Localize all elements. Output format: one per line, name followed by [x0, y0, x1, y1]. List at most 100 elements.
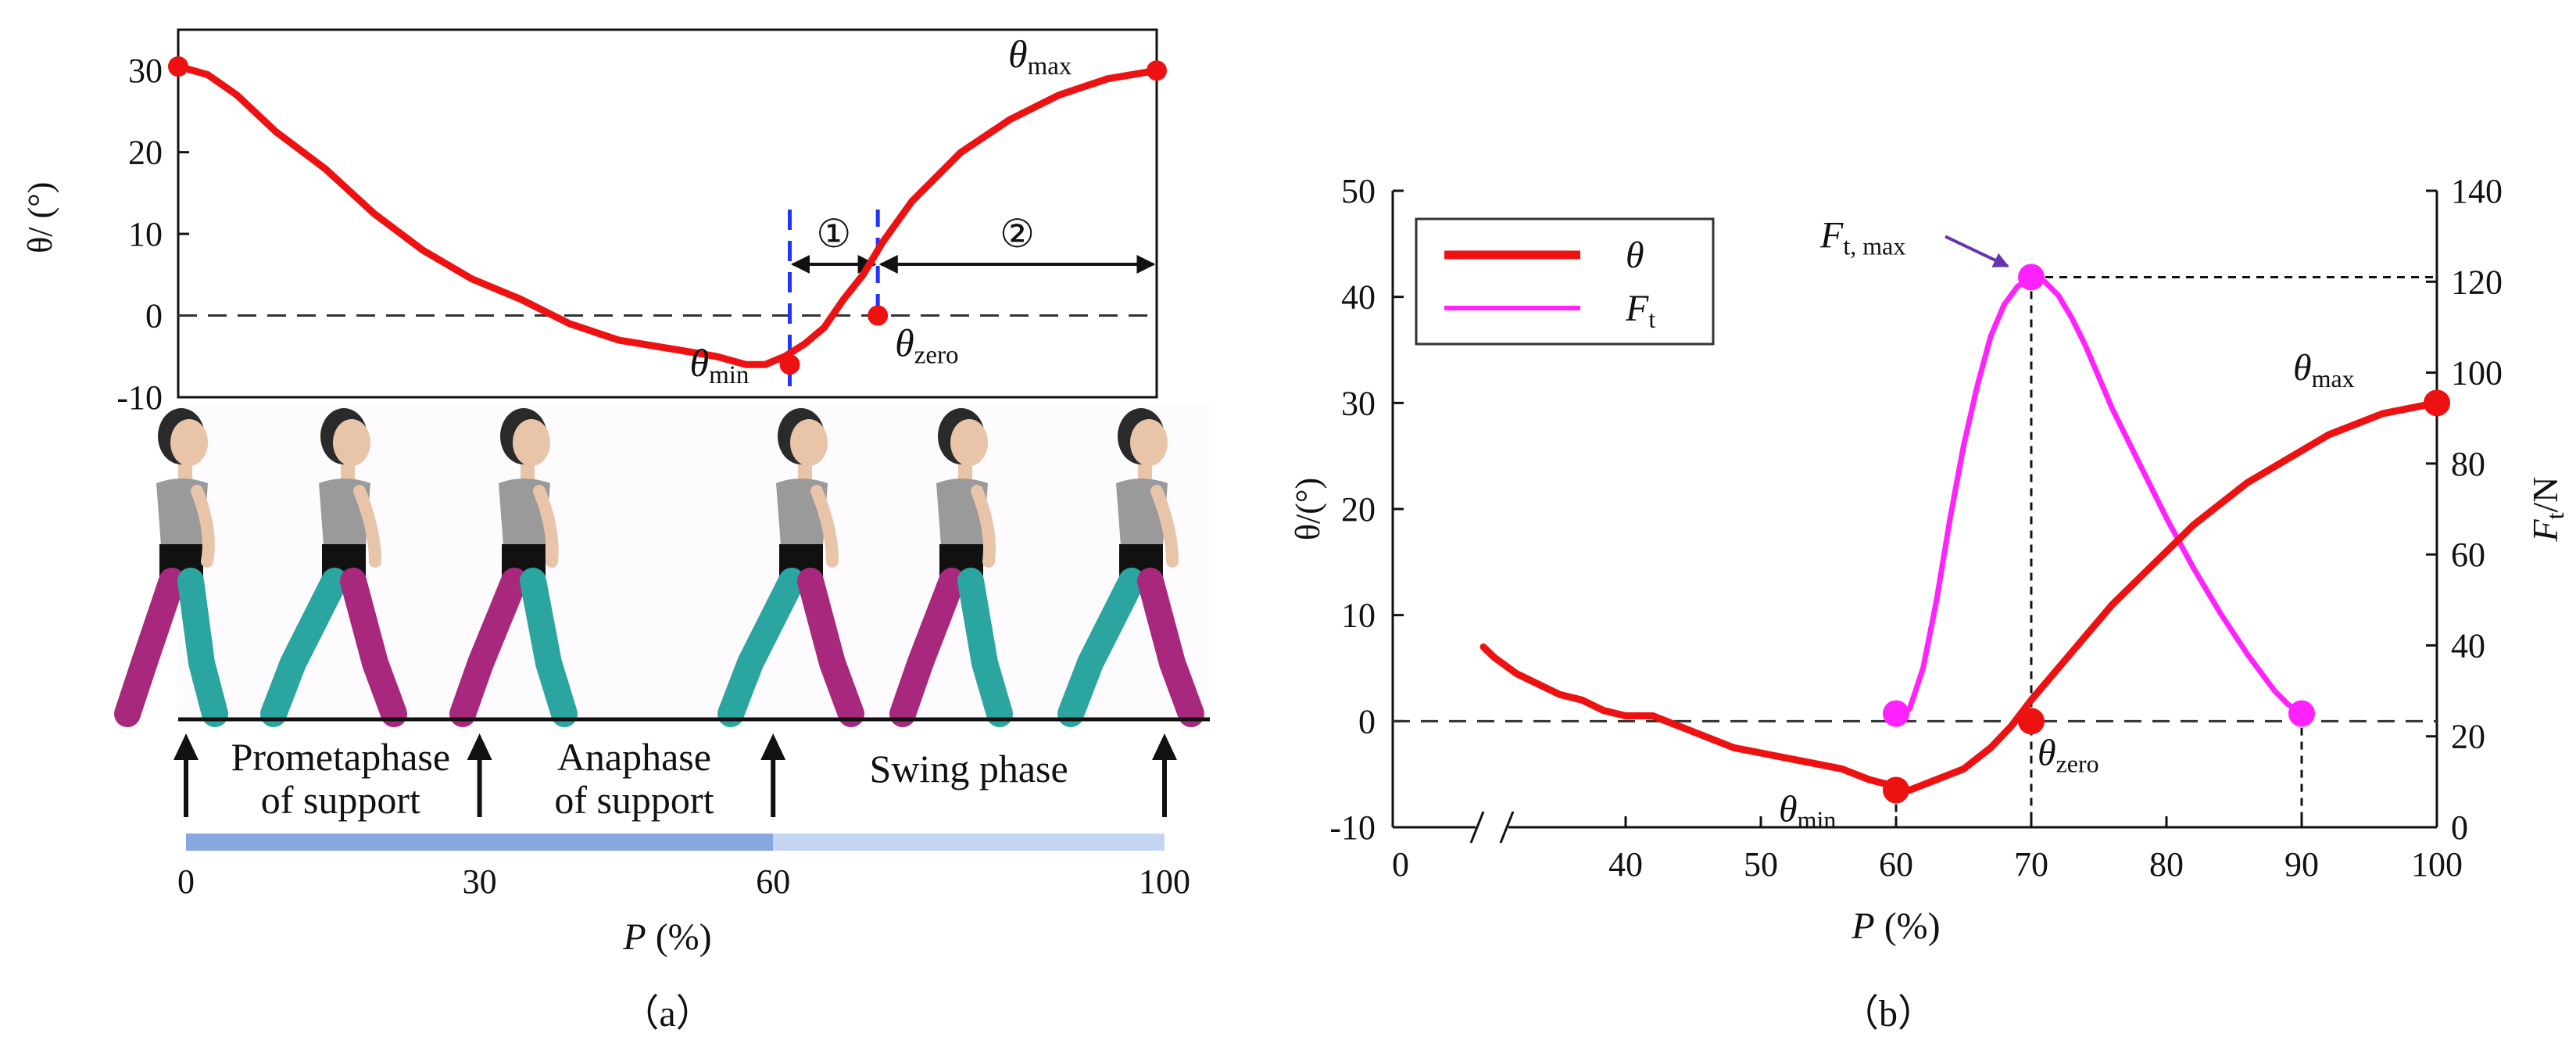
theta-curve-b	[1479, 399, 2441, 794]
theta-min-label-a-sub: min	[709, 361, 749, 389]
walker-figure	[889, 408, 1013, 727]
phase-label-line1: Swing phase	[870, 747, 1068, 790]
theta-max-label-b: θmax	[2293, 347, 2355, 393]
plot-a-ytick-label: 10	[128, 215, 163, 253]
walker-head	[1130, 419, 1168, 466]
plot-b-ytick-right-label: 0	[2451, 808, 2468, 847]
phase-arrow-head	[760, 733, 786, 760]
theta-min-label-b: θmin	[1779, 789, 1836, 834]
walker-arm	[353, 485, 381, 568]
plot-b-xtick-label: 50	[1744, 845, 1778, 884]
plot-a-xtick-label: 0	[177, 862, 195, 901]
walker-neck	[1138, 464, 1152, 482]
theta-max-label-a-main: θ	[1008, 32, 1028, 76]
phase-label-line1: Anaphase	[557, 735, 711, 779]
axis-break-mark	[1469, 811, 1485, 844]
plot-b-ytick-right-label: 100	[2451, 354, 2503, 393]
plot-b-ytick-left-label: 50	[1341, 172, 1376, 210]
plot-a-ytick-label: 20	[128, 134, 163, 172]
interval-label: ②	[1000, 212, 1035, 256]
plot-a-ytick-label: 30	[128, 52, 163, 90]
swing-phase-bar	[773, 834, 1165, 851]
plot-b-xtick-label: 0	[1392, 845, 1409, 884]
plot-a-frame	[177, 28, 1158, 399]
walker-front-leg	[957, 568, 1013, 727]
ft-curve	[1893, 274, 2305, 717]
theta-point-a	[1147, 60, 1167, 81]
theta-zero-label-a: θzero	[895, 321, 958, 370]
walker-arm	[1150, 485, 1179, 568]
walker-head	[950, 419, 988, 466]
plot-a-ylabel: θ/ (°)	[21, 182, 59, 253]
theta-point-a	[779, 354, 800, 375]
plot-a-xtick-label: 60	[756, 862, 790, 901]
plot-b-ytick-left-label: 20	[1341, 490, 1376, 529]
walker-back-leg	[889, 568, 965, 727]
legend-ft-label-main: F	[1625, 288, 1649, 329]
plot-b-xtick-label: 60	[1879, 845, 1913, 884]
walker-back-leg	[717, 568, 805, 727]
ft-point	[1883, 700, 1909, 727]
plot-b-ytick-right-label: 80	[2451, 445, 2485, 483]
phase-arrow-head	[467, 733, 492, 760]
walker-back-leg	[114, 568, 185, 727]
plot-b-ytick-left-label: 40	[1341, 278, 1376, 317]
walker-arm	[810, 485, 839, 568]
walker-arm	[533, 485, 559, 568]
theta-zero-label-b-main: θ	[2038, 732, 2056, 773]
walker-back-leg	[1057, 568, 1145, 727]
walker-neck	[958, 464, 972, 482]
walker-figure	[260, 408, 407, 727]
walker-neck	[341, 464, 355, 482]
plot-b-ytick-left-label: 0	[1358, 702, 1376, 740]
phase-arrow-head	[174, 733, 199, 760]
plot-b-ytick-right-label: 60	[2451, 536, 2485, 574]
interval-label: ①	[816, 212, 851, 256]
walker-head	[513, 419, 550, 466]
plot-b-ytick-right-label: 120	[2451, 263, 2503, 301]
plot-a-ytick-label: 0	[145, 297, 163, 335]
plot-b-xtick-label: 40	[1608, 845, 1643, 884]
theta-point-a	[868, 305, 889, 326]
walker-figure	[114, 408, 228, 727]
walker-figure	[1057, 408, 1204, 727]
plot-b-ytick-right-label: 20	[2451, 718, 2485, 756]
walker-back-leg	[449, 568, 528, 727]
caption-b: （b）	[1841, 993, 1935, 1034]
theta-max-label-a: θmax	[1008, 32, 1072, 81]
walker-figure	[449, 408, 578, 727]
caption-a: （a）	[621, 993, 713, 1034]
walker-front-leg	[1137, 568, 1204, 727]
ft-point	[2288, 700, 2315, 727]
theta-max-label-b-sub: max	[2312, 364, 2355, 393]
plot-a-xlabel: P (%)	[622, 916, 711, 958]
plot-b-xlabel: P (%)	[1851, 905, 1940, 947]
theta-point-b	[2424, 389, 2450, 417]
legend-box	[1415, 217, 1715, 346]
plot-b-ylabel-right-sub: t	[2541, 512, 2569, 519]
plot-b-xlabel-var: P	[1851, 905, 1874, 947]
ft-point	[2018, 264, 2045, 291]
theta-min-label-b-sub: min	[1798, 806, 1837, 834]
stance-phase-bar	[186, 834, 774, 851]
phase-label-line2: of support	[261, 778, 420, 822]
legend-theta-label: θ	[1626, 235, 1644, 276]
theta-point-a	[168, 56, 188, 77]
walker-front-leg	[177, 568, 228, 727]
plot-b-ytick-left-label: 30	[1341, 384, 1376, 422]
plot-b-ytick-left-label: -10	[1329, 808, 1376, 847]
plot-b-ytick-right-label: 140	[2451, 172, 2503, 210]
plot-a-xtick-label: 30	[463, 862, 497, 901]
legend-ft-label-sub: t	[1648, 305, 1655, 333]
legend-ft-label: Ft	[1625, 288, 1655, 333]
plot-a-ytick-label: -10	[116, 378, 163, 417]
plot-b-ylabel-right-var: F	[2525, 519, 2565, 543]
walker-neck	[521, 464, 535, 482]
plot-b-ytick-right-label: 40	[2451, 626, 2485, 665]
plot-b-ylabel-right-unit: /N	[2525, 477, 2565, 513]
walker-head	[170, 419, 208, 466]
phase-label-line1: Prometaphase	[231, 735, 450, 779]
walker-front-leg	[340, 568, 407, 727]
walker-head	[790, 419, 828, 466]
